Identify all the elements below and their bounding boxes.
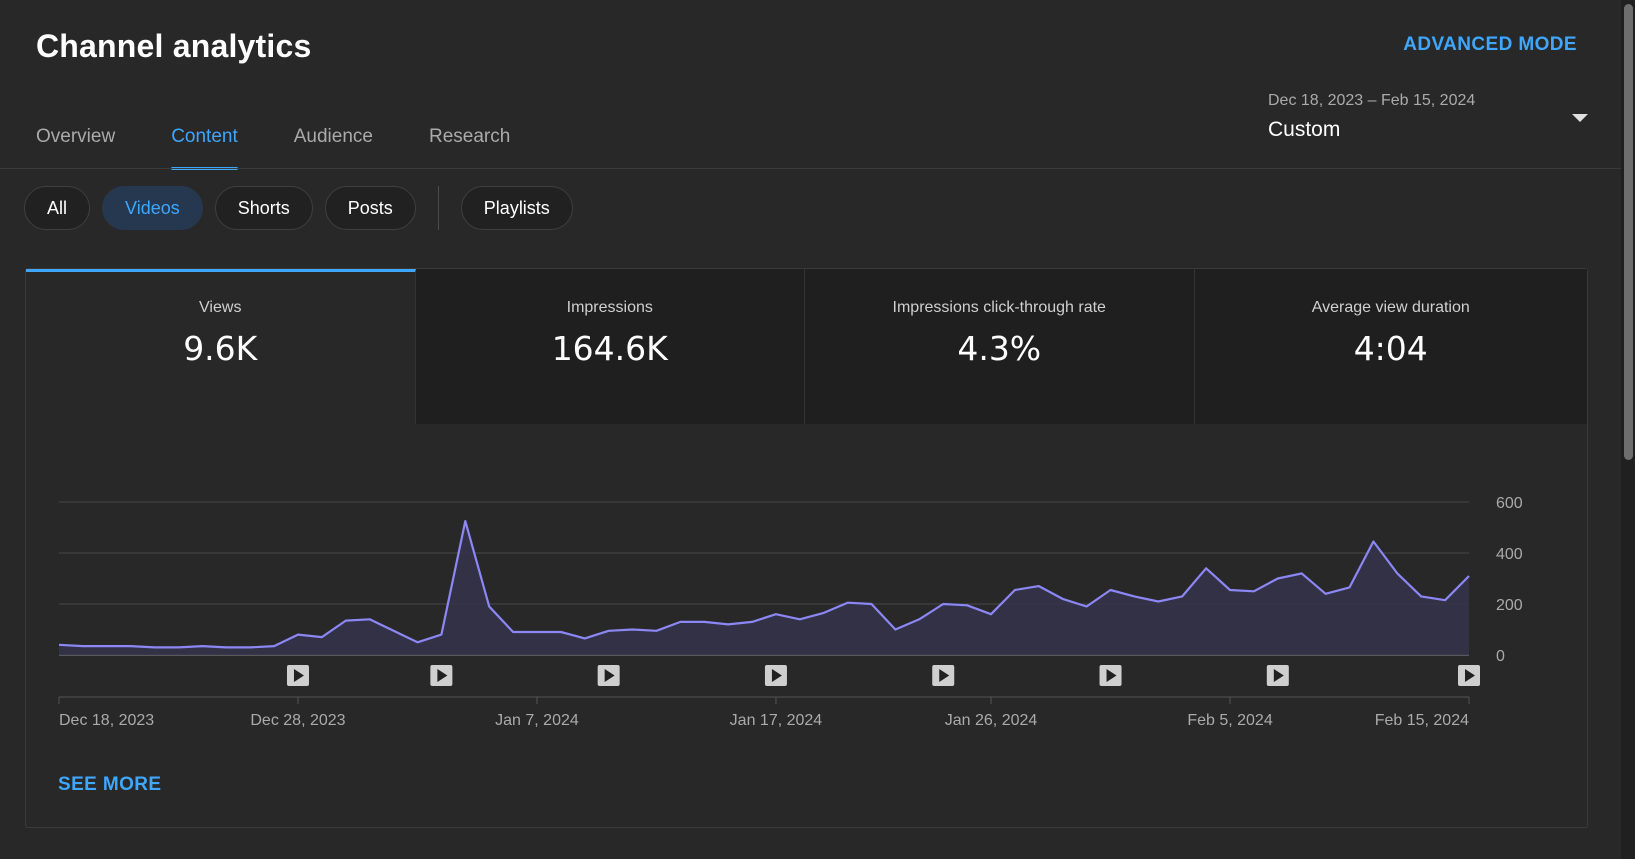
metrics-card: Views 9.6K Impressions 164.6K Impression… [25,268,1588,828]
x-tick-label: Jan 7, 2024 [495,712,579,729]
date-preset-label: Custom [1268,118,1341,141]
metric-value: 164.6K [551,329,668,368]
video-published-marker[interactable] [430,665,453,686]
metric-label: Average view duration [1311,299,1470,316]
metric-tab-views[interactable]: Views 9.6K [26,269,416,424]
date-range-picker[interactable]: Dec 18, 2023 – Feb 15, 2024 Custom [1268,92,1588,148]
scrollbar-thumb[interactable] [1624,4,1633,460]
metric-value: 4.3% [957,329,1042,368]
page-title: Channel analytics [36,28,312,64]
filter-chip-shorts[interactable]: Shorts [214,186,313,230]
x-tick-label: Feb 5, 2024 [1187,712,1273,729]
x-tick-label: Jan 26, 2024 [945,712,1038,729]
content-filter-chips: All Videos Shorts Posts Playlists [24,186,585,230]
advanced-mode-button[interactable]: ADVANCED MODE [1403,34,1577,55]
y-tick-label: 400 [1496,546,1523,563]
metric-value: 9.6K [183,329,258,368]
metric-tab-ctr[interactable]: Impressions click-through rate 4.3% [805,269,1195,424]
video-published-marker[interactable] [764,665,787,686]
metric-label: Views [199,299,242,316]
x-tick-label: Jan 17, 2024 [730,712,823,729]
video-published-marker[interactable] [286,665,309,686]
filter-chip-posts[interactable]: Posts [324,186,416,230]
y-tick-label: 200 [1496,597,1523,614]
filter-chip-videos[interactable]: Videos [102,186,203,230]
x-tick-label: Dec 18, 2023 [59,712,154,729]
filter-chip-all[interactable]: All [24,186,91,230]
video-published-marker[interactable] [1266,665,1289,686]
y-tick-label: 0 [1496,648,1505,665]
metric-tab-avg-view-duration[interactable]: Average view duration 4:04 [1194,269,1587,424]
play-icon [771,669,782,682]
play-icon [1273,669,1284,682]
date-range-text: Dec 18, 2023 – Feb 15, 2024 [1268,92,1476,109]
video-published-marker[interactable] [932,665,955,686]
tab-audience[interactable]: Audience [293,126,373,147]
tab-research[interactable]: Research [428,126,511,147]
tabs-divider [0,168,1623,169]
metric-label: Impressions click-through rate [892,299,1106,316]
x-tick-label: Dec 28, 2023 [250,712,345,729]
metric-label: Impressions [566,299,653,316]
metric-tabs: Views 9.6K Impressions 164.6K Impression… [26,269,1587,425]
metric-tab-impressions[interactable]: Impressions 164.6K [415,269,805,424]
play-icon [437,669,448,682]
video-published-marker[interactable] [597,665,620,686]
play-icon [1106,669,1117,682]
tab-bar: Overview Content Audience Research [36,118,566,170]
tab-overview[interactable]: Overview [36,126,116,147]
video-published-marker[interactable] [1099,665,1122,686]
chip-divider [437,186,439,230]
see-more-button[interactable]: SEE MORE [58,774,162,795]
scrollbar[interactable] [1621,0,1635,859]
play-icon [293,669,304,682]
caret-down-icon [1572,114,1588,122]
play-icon [604,669,615,682]
y-tick-label: 600 [1496,495,1523,512]
video-published-marker[interactable] [1458,665,1480,686]
metric-value: 4:04 [1353,329,1428,368]
views-line [58,520,1470,649]
views-area [59,521,1469,655]
x-tick-label: Feb 15, 2024 [1375,712,1469,729]
filter-chip-playlists[interactable]: Playlists [460,186,573,230]
play-icon [939,669,950,682]
play-icon [1465,669,1475,682]
